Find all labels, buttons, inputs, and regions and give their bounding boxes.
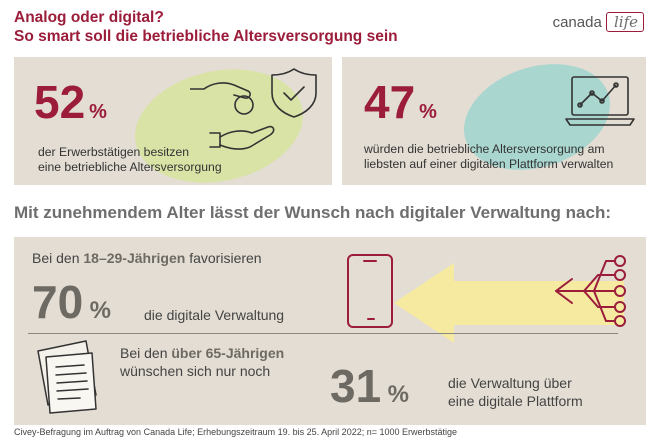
documents-icon: [37, 340, 97, 414]
stat-47-description: würden die betriebliche Altersversorgung…: [364, 142, 613, 172]
young-group: 18–29-Jährigen: [83, 250, 186, 266]
stat-47-desc-line2: liebsten auf einer digitalen Plattform v…: [364, 157, 614, 171]
stat-31-desc: die Verwaltung über eine digitale Plattf…: [448, 374, 583, 410]
title-line-1: Analog oder digital?: [14, 9, 164, 26]
stat-70-desc: die digitale Verwaltung: [144, 307, 285, 323]
stat-47: 47%: [364, 79, 437, 125]
stat-52-value: 52: [34, 76, 86, 128]
young-intro: Bei den 18–29-Jährigen favorisieren: [32, 250, 262, 266]
stat-31-unit: %: [387, 381, 409, 408]
smartphone-icon: [347, 254, 393, 328]
stat-31-value: 31: [330, 360, 382, 412]
section-headline: Mit zunehmendem Alter lässt der Wunsch n…: [14, 203, 612, 222]
title-line-2: So smart soll die betriebliche Altersver…: [14, 28, 398, 45]
old-line2: wünschen sich nur noch: [120, 363, 271, 379]
young-pre: Bei den: [32, 250, 84, 266]
stat-70: 70 %: [32, 275, 111, 329]
stat-52-unit: %: [89, 101, 107, 123]
source-footnote: Civey-Befragung im Auftrag von Canada Li…: [14, 427, 458, 437]
stat-52-desc-line2: eine betriebliche Altersversorgung: [38, 160, 222, 174]
stat-panel-employees: 52% der Erwerbstätigen besitzen eine bet…: [14, 54, 332, 198]
canada-life-logo: canada life: [553, 12, 644, 32]
young-post: favorisieren: [185, 250, 262, 266]
age-comparison-panel: Bei den 18–29-Jährigen favorisieren 70 %…: [14, 237, 646, 425]
divider-line: [28, 333, 618, 334]
stat-31-desc-line2: eine digitale Plattform: [448, 393, 583, 409]
laptop-chart-icon: [565, 76, 635, 126]
stat-70-unit: %: [89, 297, 111, 324]
stat-31-desc-line1: die Verwaltung über: [448, 375, 572, 391]
hand-coin-shield-icon: [190, 68, 317, 150]
logo-text-life: life: [613, 13, 638, 31]
circuit-arrow-icon: [555, 255, 626, 327]
page-title: Analog oder digital? So smart soll die b…: [14, 8, 398, 46]
old-pre: Bei den: [120, 345, 172, 361]
stat-47-value: 47: [364, 76, 416, 128]
stat-52-desc-line1: der Erwerbstätigen besitzen: [38, 145, 190, 159]
old-intro: Bei den über 65-Jährigen wünschen sich n…: [120, 344, 284, 380]
stat-47-unit: %: [419, 101, 437, 123]
old-group: über 65-Jährigen: [171, 345, 285, 361]
stat-52-description: der Erwerbstätigen besitzen eine betrieb…: [38, 145, 222, 175]
logo-text: canada: [552, 14, 602, 31]
stat-47-desc-line1: würden die betriebliche Altersversorgung…: [364, 142, 605, 156]
stat-52: 52%: [34, 79, 107, 125]
stat-70-value: 70: [32, 276, 84, 328]
logo-box: life: [605, 12, 644, 32]
stat-panel-digital: 47% würden die betriebliche Altersversor…: [342, 46, 646, 188]
stat-31: 31 %: [330, 359, 409, 413]
